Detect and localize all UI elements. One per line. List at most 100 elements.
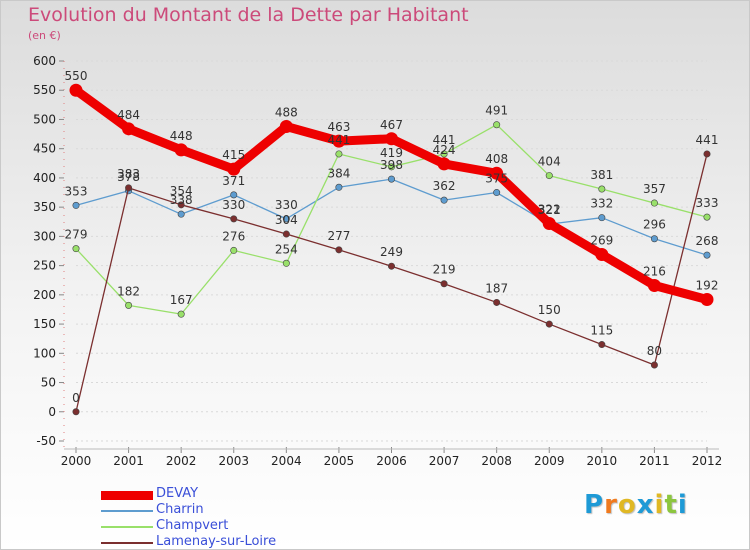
chart-title: Evolution du Montant de la Dette par Hab…: [28, 4, 469, 26]
data-point-devay: [279, 119, 293, 133]
data-point-champvert: [72, 245, 80, 253]
data-point-champvert: [230, 246, 238, 254]
legend-label: DEVAY: [156, 486, 199, 501]
data-point-lamenay-sur-loire: [125, 184, 133, 192]
data-label-devay: 216: [643, 264, 666, 278]
x-tick-label: 2004: [271, 454, 302, 468]
data-point-lamenay-sur-loire: [440, 280, 448, 288]
data-point-champvert: [493, 121, 501, 129]
y-tick-label: 50: [41, 376, 56, 390]
data-label-devay: 408: [485, 152, 508, 166]
data-point-champvert: [545, 172, 553, 180]
data-label-charrin: 375: [485, 172, 508, 186]
y-tick-label: 100: [33, 346, 56, 360]
data-label-charrin: 268: [696, 234, 719, 248]
data-point-charrin: [703, 251, 711, 259]
data-point-devay: [69, 83, 83, 97]
legend-swatch: [101, 490, 153, 500]
x-tick-label: 2011: [639, 454, 670, 468]
data-label-charrin: 296: [643, 218, 666, 232]
y-tick-label: -50: [36, 434, 56, 448]
data-label-champvert: 441: [433, 133, 456, 147]
data-label-lamenay-sur-loire: 304: [275, 213, 298, 227]
legend-item: Champvert: [101, 518, 401, 534]
data-label-charrin: 321: [538, 203, 561, 217]
data-label-charrin: 384: [327, 166, 350, 180]
data-point-charrin: [230, 191, 238, 199]
data-point-devay: [437, 157, 451, 171]
data-label-charrin: 371: [222, 174, 245, 188]
y-tick-label: 600: [33, 54, 56, 68]
data-label-charrin: 353: [65, 184, 88, 198]
chart-subtitle: (en €): [28, 29, 61, 42]
data-label-champvert: 254: [275, 242, 298, 256]
data-label-lamenay-sur-loire: 219: [433, 263, 456, 277]
data-point-lamenay-sur-loire: [650, 361, 658, 369]
x-tick-label: 2012: [692, 454, 723, 468]
x-tick-label: 2008: [481, 454, 512, 468]
data-label-devay: 192: [696, 279, 719, 293]
data-label-devay: 550: [65, 69, 88, 83]
data-point-lamenay-sur-loire: [703, 150, 711, 158]
data-label-charrin: 338: [170, 193, 193, 207]
y-tick-label: 400: [33, 171, 56, 185]
data-label-lamenay-sur-loire: 249: [380, 245, 403, 259]
legend-label: Lamenay-sur-Loire: [156, 534, 277, 549]
data-label-devay: 269: [590, 234, 613, 248]
proxiti-logo: Proxiti: [584, 490, 688, 520]
data-label-champvert: 404: [538, 155, 561, 169]
data-point-charrin: [493, 189, 501, 197]
data-point-devay: [227, 162, 241, 176]
x-tick-label: 2006: [376, 454, 407, 468]
data-label-charrin: 362: [433, 179, 456, 193]
y-tick-label: 0: [48, 405, 56, 419]
data-label-champvert: 357: [643, 182, 666, 196]
data-label-champvert: 419: [380, 146, 403, 160]
data-label-charrin: 332: [590, 197, 613, 211]
data-point-devay: [490, 166, 504, 180]
data-label-champvert: 276: [222, 229, 245, 243]
x-tick-label: 2000: [61, 454, 92, 468]
data-point-champvert: [177, 310, 185, 318]
y-tick-label: 150: [33, 317, 56, 331]
data-point-lamenay-sur-loire: [545, 320, 553, 328]
data-point-champvert: [125, 301, 133, 309]
data-label-charrin: 330: [275, 198, 298, 212]
y-tick-label: 200: [33, 288, 56, 302]
data-point-charrin: [598, 214, 606, 222]
legend-swatch: [101, 526, 153, 528]
legend-item: DEVAY: [101, 486, 401, 502]
data-point-charrin: [282, 215, 290, 223]
data-label-devay: 322: [538, 203, 561, 217]
data-point-champvert: [387, 163, 395, 171]
data-label-champvert: 381: [590, 168, 613, 182]
data-point-devay: [700, 293, 714, 307]
data-label-lamenay-sur-loire: 330: [222, 198, 245, 212]
data-point-lamenay-sur-loire: [230, 215, 238, 223]
data-point-lamenay-sur-loire: [335, 246, 343, 254]
data-point-charrin: [387, 175, 395, 183]
data-label-devay: 415: [222, 148, 245, 162]
y-tick-label: 450: [33, 142, 56, 156]
y-tick-label: 550: [33, 83, 56, 97]
data-label-lamenay-sur-loire: 115: [590, 324, 613, 338]
data-point-lamenay-sur-loire: [282, 230, 290, 238]
x-tick-label: 2005: [324, 454, 355, 468]
data-point-lamenay-sur-loire: [72, 408, 80, 416]
data-point-champvert: [650, 199, 658, 207]
data-point-charrin: [650, 235, 658, 243]
legend-label: Charrin: [156, 502, 204, 517]
data-point-champvert: [335, 150, 343, 158]
x-tick-label: 2002: [166, 454, 197, 468]
data-point-charrin: [440, 196, 448, 204]
y-tick-label: 350: [33, 200, 56, 214]
legend-item: Lamenay-sur-Loire: [101, 534, 401, 550]
data-point-devay: [174, 143, 188, 157]
data-point-devay: [385, 132, 398, 146]
data-label-devay: 484: [117, 108, 140, 122]
data-point-champvert: [440, 150, 448, 158]
data-point-champvert: [703, 213, 711, 221]
legend-item: Charrin: [101, 502, 401, 518]
data-point-devay: [122, 122, 136, 136]
